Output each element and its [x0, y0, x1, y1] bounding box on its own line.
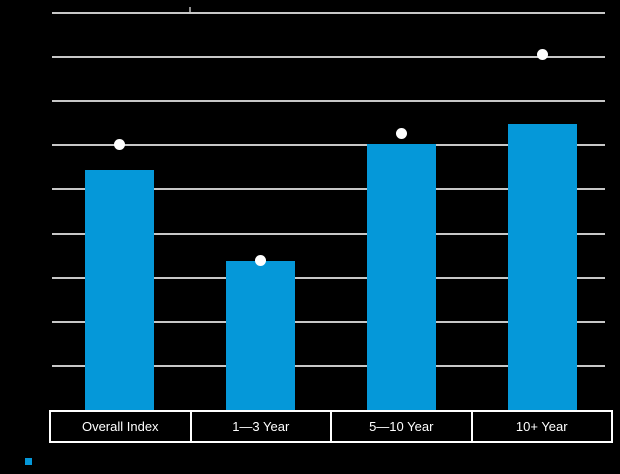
category-label-row: Overall Index 1—3 Year 5—10 Year 10+ Year	[49, 410, 613, 443]
gridline	[52, 320, 605, 323]
category-cell-1-3-year: 1—3 Year	[189, 412, 331, 441]
bar-10-year	[508, 124, 577, 410]
dot-overall-index	[114, 138, 125, 150]
category-cell-10-year: 10+ Year	[470, 412, 612, 441]
gridline	[52, 12, 605, 14]
gridline	[52, 144, 605, 147]
dot-5-10-year	[396, 128, 407, 140]
category-cell-5-10-year: 5—10 Year	[330, 412, 471, 441]
axis-tick	[189, 7, 191, 12]
category-cell-overall-index: Overall Index	[81, 419, 159, 434]
dot-10-year	[537, 49, 548, 61]
gridline	[52, 188, 605, 191]
dot-1-3-year	[255, 254, 266, 266]
gridline	[52, 56, 605, 59]
gridline	[52, 100, 605, 103]
gridline	[52, 232, 605, 235]
gridline	[52, 364, 605, 367]
bar-1-3-year	[226, 260, 295, 410]
gridline	[52, 276, 605, 279]
legend-swatch	[25, 458, 32, 465]
bar-overall-index	[85, 170, 154, 410]
bar-5-10-year	[367, 144, 436, 410]
